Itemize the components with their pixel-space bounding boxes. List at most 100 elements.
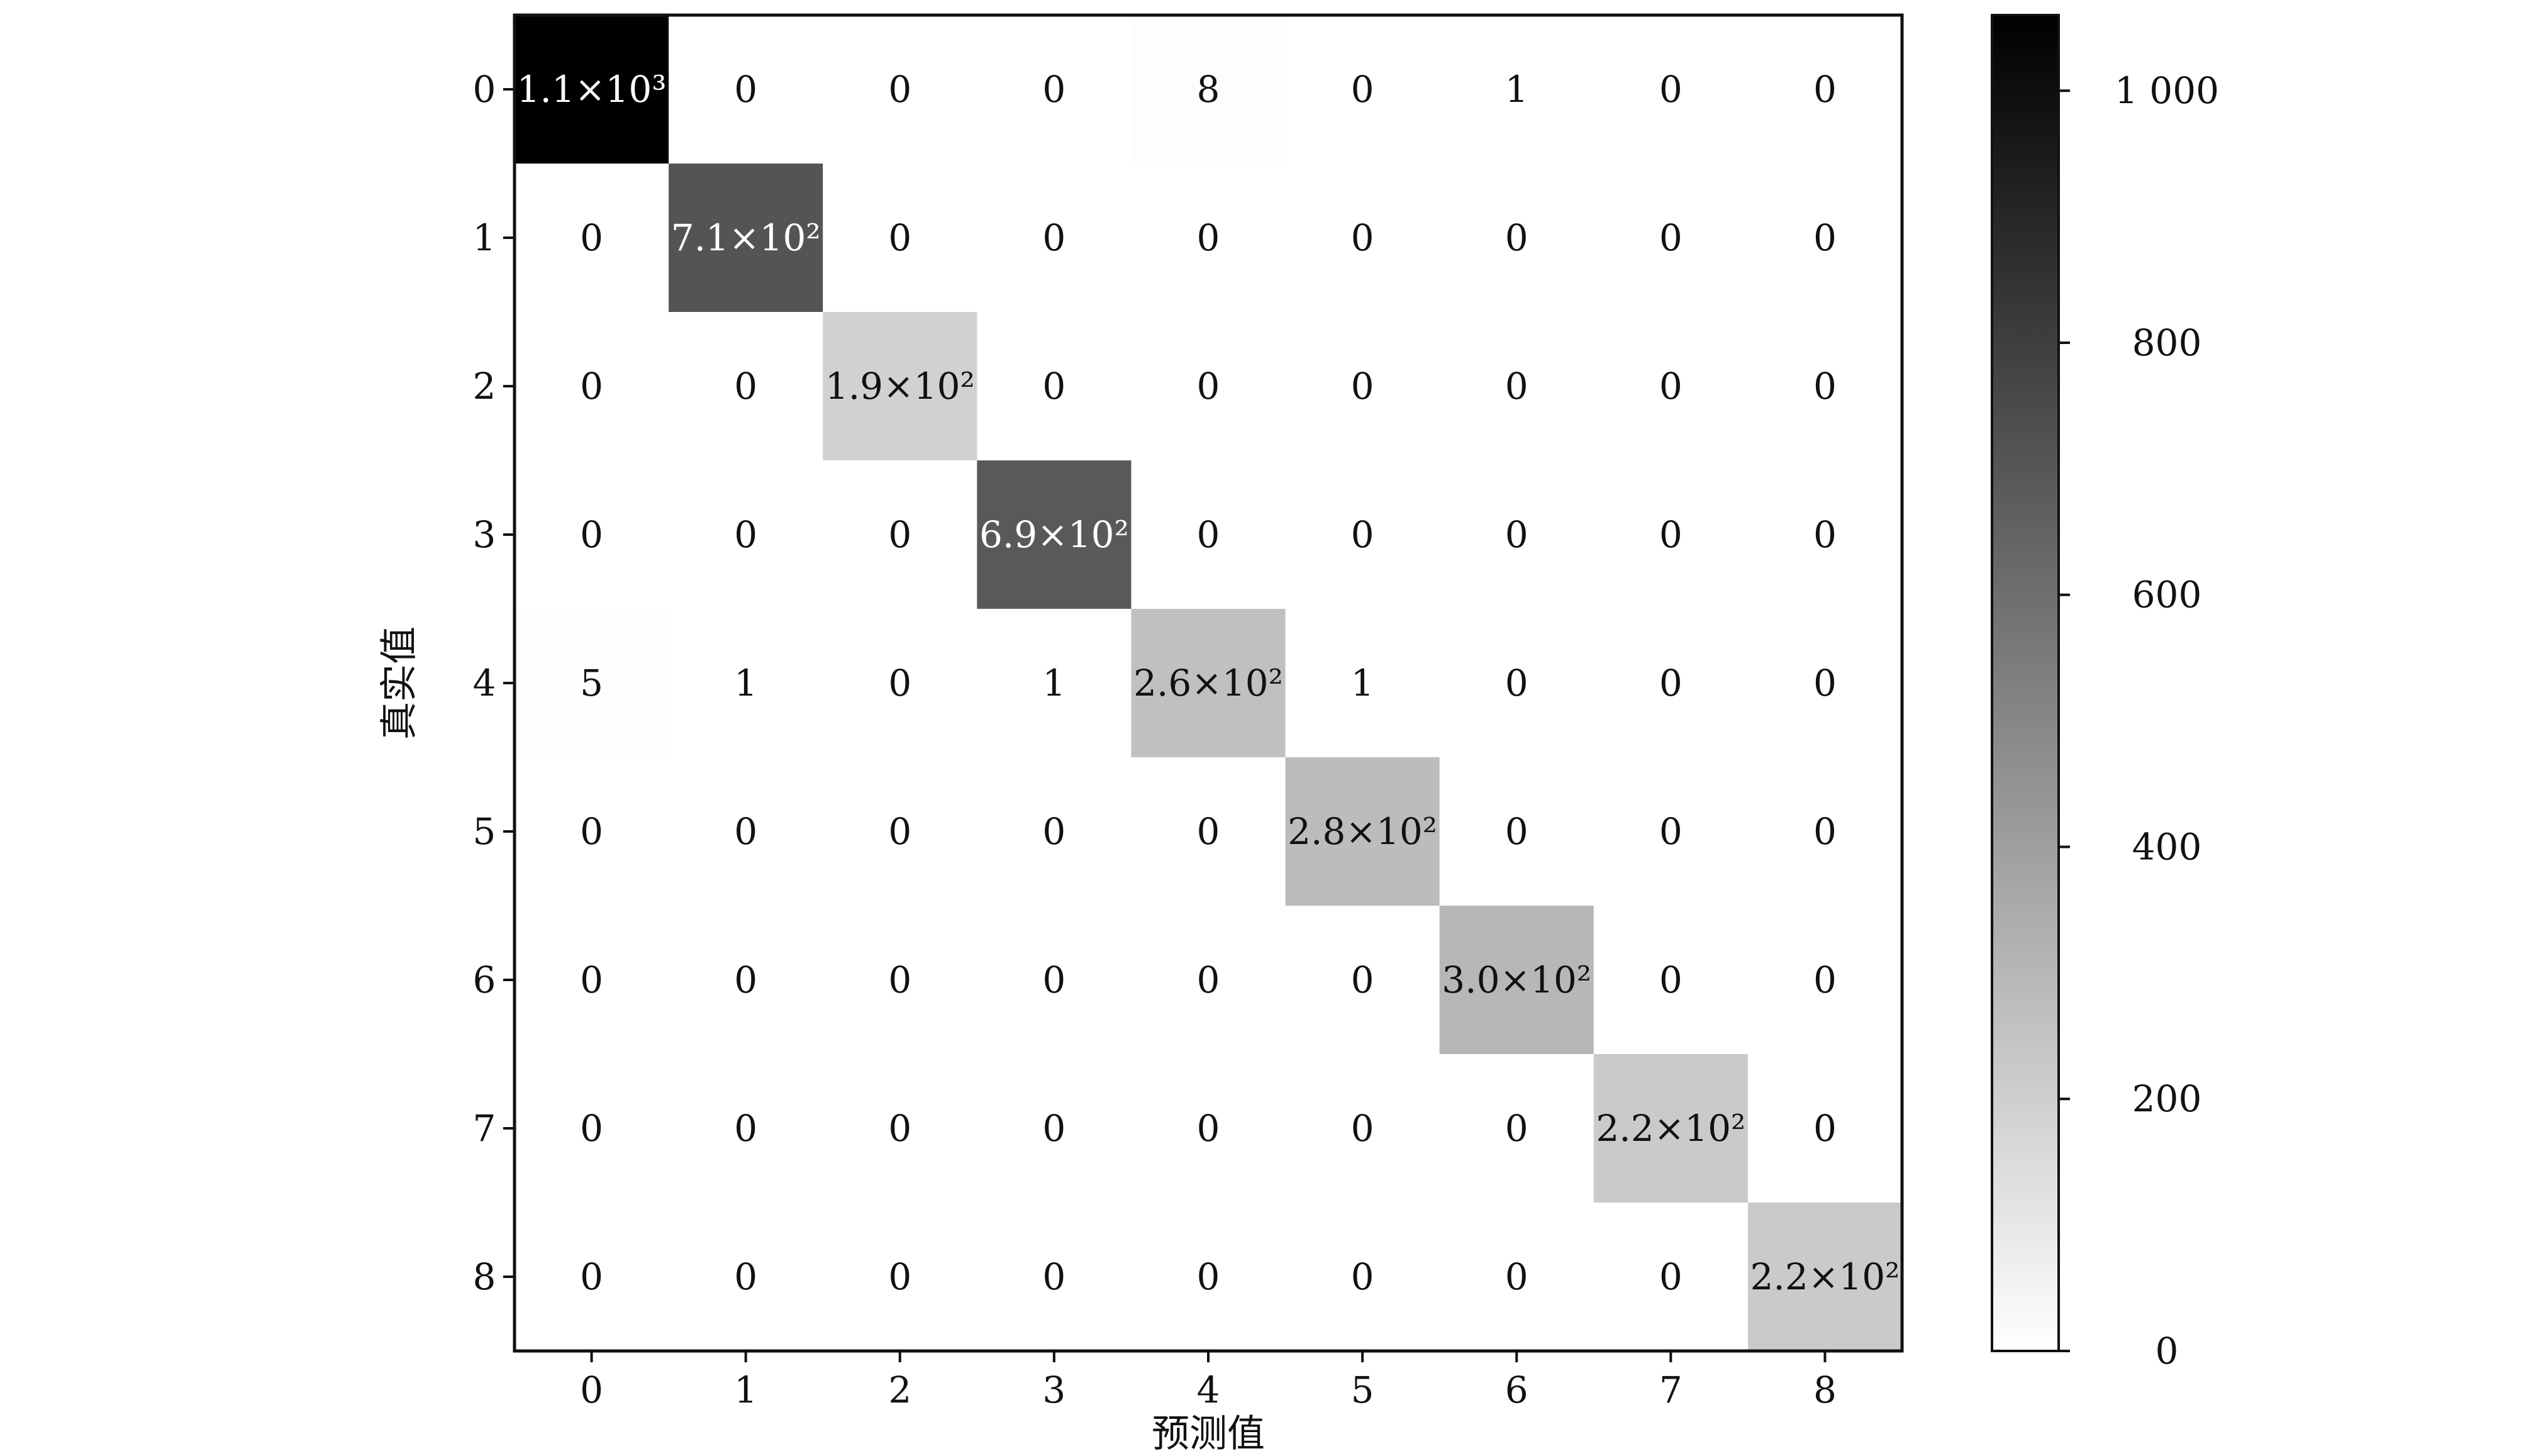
heatmap-cell (1285, 906, 1440, 1055)
heatmap-cell (1285, 1054, 1440, 1203)
cell-value-label: 0 (580, 216, 603, 259)
cell-value-label: 0 (1505, 1107, 1528, 1150)
cell-value-label: 0 (734, 1255, 757, 1298)
heatmap-cell (1439, 15, 1594, 164)
heatmap-cell (1285, 1203, 1440, 1352)
x-tick-label: 4 (1197, 1369, 1220, 1411)
heatmap-cell (1747, 906, 1903, 1055)
cell-value-label: 0 (1042, 959, 1065, 1001)
y-tick-label: 5 (473, 810, 496, 853)
heatmap-cell (1593, 164, 1749, 313)
cell-value-label: 0 (580, 513, 603, 556)
cell-value-label: 0 (1351, 365, 1374, 408)
heatmap-cell (1131, 312, 1286, 461)
heatmap-cell (1285, 609, 1440, 758)
cell-value-label: 0 (888, 810, 911, 853)
y-tick-label: 2 (473, 365, 496, 408)
heatmap-cell (977, 1203, 1132, 1352)
cell-value-label: 0 (1042, 810, 1065, 853)
cell-value-label: 0 (734, 1107, 757, 1150)
cell-value-label: 0 (1197, 365, 1220, 408)
heatmap-cell (1747, 460, 1903, 609)
cell-value-label: 0 (888, 1107, 911, 1150)
heatmap-cell (823, 1203, 977, 1352)
x-tick-label: 2 (888, 1369, 911, 1411)
cell-value-label: 0 (888, 68, 911, 111)
cell-value-label: 0 (580, 1107, 603, 1150)
cell-value-label: 6.9×10² (979, 513, 1129, 556)
heatmap-cell (823, 460, 977, 609)
heatmap-cell (1439, 1054, 1594, 1203)
heatmap-cell (669, 757, 823, 906)
heatmap-cell (669, 164, 823, 313)
x-axis-label: 预测值 (1152, 1412, 1265, 1456)
heatmap-cell (823, 757, 977, 906)
cell-value-label: 8 (1197, 68, 1220, 111)
y-tick-label: 7 (473, 1107, 496, 1150)
cell-value-label: 0 (734, 959, 757, 1001)
cell-value-label: 0 (580, 959, 603, 1001)
heatmap-cell (977, 906, 1132, 1055)
cell-value-label: 1.9×10² (825, 365, 975, 408)
heatmap-cell (1131, 757, 1286, 906)
cell-value-label: 2.2×10² (1596, 1107, 1745, 1150)
cell-value-label: 0 (734, 810, 757, 853)
cell-value-label: 0 (888, 959, 911, 1001)
cell-value-label: 1 (1351, 662, 1374, 704)
heatmap-cell (1439, 609, 1594, 758)
heatmap-cell (1747, 1203, 1903, 1352)
heatmap-cell (977, 757, 1132, 906)
heatmap-cell (977, 164, 1132, 313)
cell-value-label: 0 (1813, 365, 1837, 408)
cell-value-label: 0 (1659, 216, 1683, 259)
cell-value-label: 0 (1351, 216, 1374, 259)
x-axis: 0 1 2 3 4 5 6 7 8 (580, 1351, 1837, 1411)
cell-value-label: 2.2×10² (1750, 1255, 1900, 1298)
cell-value-label: 0 (734, 68, 757, 111)
x-tick-label: 1 (734, 1369, 757, 1411)
y-axis: 0 1 2 3 4 5 6 7 8 (473, 68, 515, 1298)
heatmap-cell (669, 15, 823, 164)
cell-value-label: 0 (1505, 513, 1528, 556)
colorbar-tick-label: 400 (2132, 825, 2202, 868)
cell-value-label: 0 (1197, 513, 1220, 556)
cell-value-label: 5 (580, 662, 603, 704)
cell-value-label: 0 (1197, 810, 1220, 853)
cell-value-label: 0 (1197, 959, 1220, 1001)
heatmap-cell (515, 1054, 669, 1203)
heatmap-cell (1593, 609, 1749, 758)
cell-value-label: 0 (580, 1255, 603, 1298)
cell-value-label: 0 (1351, 959, 1374, 1001)
cell-value-label: 0 (1042, 365, 1065, 408)
x-tick-label: 7 (1659, 1369, 1683, 1411)
heatmap-cell (1285, 757, 1440, 906)
cell-value-label: 0 (1505, 662, 1528, 704)
heatmap-cell (515, 609, 669, 758)
heatmap-cell (669, 906, 823, 1055)
heatmap-cell (1439, 906, 1594, 1055)
colorbar-axis: 0 200 400 600 800 1 000 (2059, 69, 2219, 1372)
heatmap-cell (1593, 460, 1749, 609)
heatmap-cell (823, 15, 977, 164)
cell-value-label: 0 (1351, 68, 1374, 111)
heatmap-cell (823, 1054, 977, 1203)
heatmap-cell (1131, 15, 1286, 164)
heatmap-cell (1131, 164, 1286, 313)
cell-value-label: 0 (1813, 662, 1837, 704)
cell-value-label: 2.8×10² (1288, 810, 1437, 853)
heatmap-cell (1593, 312, 1749, 461)
heatmap-cell (1285, 460, 1440, 609)
colorbar-tick-label: 1 000 (2115, 69, 2219, 112)
heatmap-cell-labels: 1.1×10³ 0 0 0 8 0 1 0 0 0 7.1×10² 0 0 0 0 0 0 0 0 0 1.9×10² 0… (517, 68, 1900, 1298)
heatmap-cell (515, 460, 669, 609)
heatmap-cell (823, 312, 977, 461)
cell-value-label: 0 (888, 513, 911, 556)
heatmap-cell (515, 312, 669, 461)
heatmap-cell (515, 906, 669, 1055)
colorbar-tick-label: 0 (2156, 1330, 2179, 1372)
cell-value-label: 0 (580, 810, 603, 853)
heatmap-cell (1439, 312, 1594, 461)
heatmap-cell (1593, 1054, 1749, 1203)
